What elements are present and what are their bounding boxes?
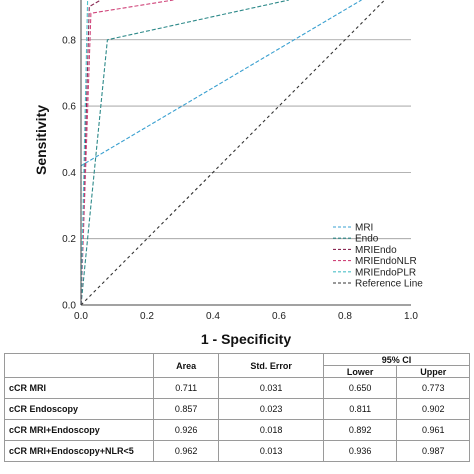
header-std-error: Std. Error	[218, 353, 324, 378]
cell-area: 0.962	[152, 440, 220, 462]
cell-upper: 0.773	[396, 377, 470, 399]
auc-table: Area Std. Error 95% CI Lower Upper cCR M…	[4, 353, 471, 462]
y-tick-label: 0.6	[62, 102, 76, 113]
legend-label: MRIEndoPLR	[355, 267, 416, 278]
y-tick-label: 0.8	[62, 35, 76, 46]
x-tick-label: 0.4	[206, 311, 220, 322]
header-area: Area	[152, 353, 220, 378]
cell-upper: 0.961	[396, 419, 470, 441]
cell-std-error: 0.023	[218, 398, 324, 420]
header-lower: Lower	[322, 365, 398, 378]
cell-area: 0.857	[152, 398, 220, 420]
table-row: cCR MRI 0.711 0.031 0.650 0.773	[4, 377, 470, 399]
legend-label: MRI	[355, 223, 373, 234]
legend-label: MRIEndo	[355, 245, 397, 256]
table-row: cCR Endoscopy 0.857 0.023 0.811 0.902	[4, 398, 470, 420]
grid-lines	[81, 39, 411, 240]
y-tick-label: 0.2	[62, 234, 76, 245]
x-axis-title: 1 - Specificity	[201, 331, 291, 347]
legend: MRIEndoMRIEndoMRIEndoNLRMRIEndoPLRRefere…	[333, 223, 423, 290]
cell-upper: 0.902	[396, 398, 470, 420]
series-line-mriendonlr	[80, 0, 174, 306]
cell-upper: 0.987	[396, 440, 470, 462]
y-axis-title: Sensitivity	[33, 105, 49, 175]
table-row: cCR MRI+Endoscopy+NLR<5 0.962 0.013 0.93…	[4, 440, 470, 462]
series-line-mriendo	[80, 0, 102, 306]
legend-label: MRIEndoNLR	[355, 256, 417, 267]
cell-lower: 0.650	[322, 377, 398, 399]
cell-lower: 0.936	[322, 440, 398, 462]
cell-area: 0.711	[152, 377, 220, 399]
table-row: cCR MRI+Endoscopy 0.926 0.018 0.892 0.96…	[4, 419, 470, 441]
row-label: cCR Endoscopy	[4, 398, 154, 420]
series-line-endo	[80, 0, 290, 306]
header-ci: 95% CI	[322, 353, 471, 366]
cell-area: 0.926	[152, 419, 220, 441]
row-label: cCR MRI+Endoscopy	[4, 419, 154, 441]
x-tick-label: 1.0	[404, 311, 418, 322]
table-subheader-row: Lower Upper	[5, 365, 470, 378]
y-tick-label: 0.4	[62, 168, 76, 179]
x-tick-label: 0.2	[140, 311, 154, 322]
x-tick-label: 0.8	[338, 311, 352, 322]
cell-lower: 0.811	[322, 398, 398, 420]
table-header-row: Area Std. Error 95% CI	[4, 353, 471, 378]
header-upper: Upper	[396, 365, 470, 378]
y-tick-label: 0.0	[62, 301, 76, 312]
y-tick-labels: 0.0 0.2 0.4 0.6 0.8	[62, 35, 76, 311]
x-tick-label: 0.6	[272, 311, 286, 322]
row-label: cCR MRI+Endoscopy+NLR<5	[4, 440, 154, 462]
row-label: cCR MRI	[4, 377, 154, 399]
cell-std-error: 0.013	[218, 440, 324, 462]
x-tick-label: 0.0	[74, 311, 88, 322]
legend-label: Endo	[355, 234, 379, 245]
cell-std-error: 0.031	[218, 377, 324, 399]
cell-std-error: 0.018	[218, 419, 324, 441]
x-tick-labels: 0.0 0.2 0.4 0.6 0.8 1.0	[74, 311, 418, 322]
cell-lower: 0.892	[322, 419, 398, 441]
header-blank	[4, 353, 154, 378]
series-line-mriendoplr	[80, 0, 89, 306]
legend-label: Reference Line	[355, 279, 423, 290]
series-line-mri	[80, 0, 362, 305]
roc-chart: 0.0 0.2 0.4 0.6 0.8 1.0 0.0 0.2 0.4 0.6 0.8 1 - S…	[33, 0, 423, 347]
